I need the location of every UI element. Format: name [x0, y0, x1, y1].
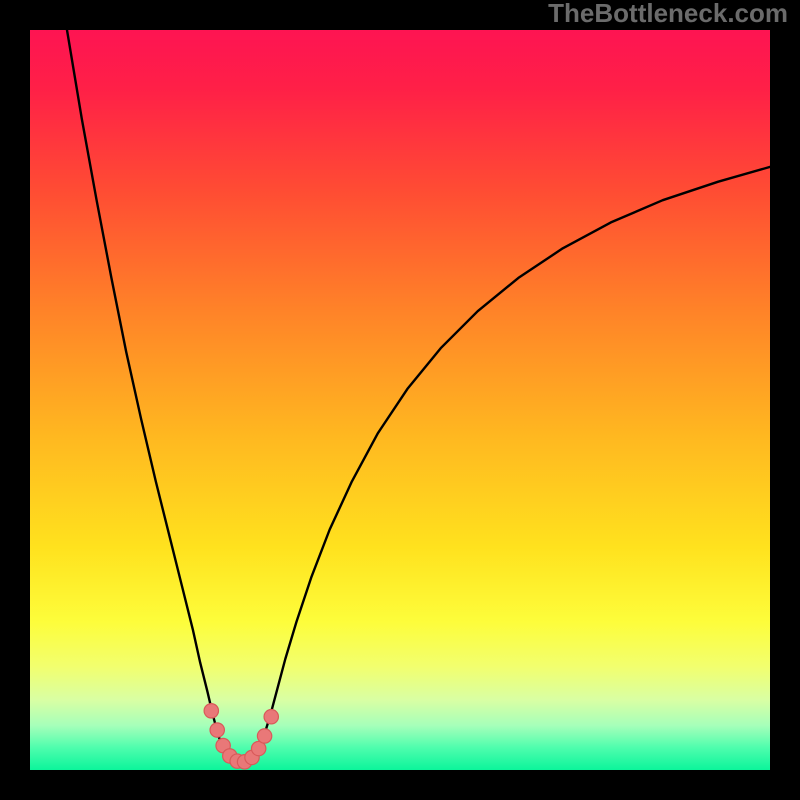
data-marker — [264, 710, 278, 724]
data-marker — [210, 723, 224, 737]
bottleneck-chart: TheBottleneck.com — [0, 0, 800, 800]
data-marker — [257, 729, 271, 743]
watermark-text: TheBottleneck.com — [548, 0, 788, 28]
data-marker — [204, 704, 218, 718]
